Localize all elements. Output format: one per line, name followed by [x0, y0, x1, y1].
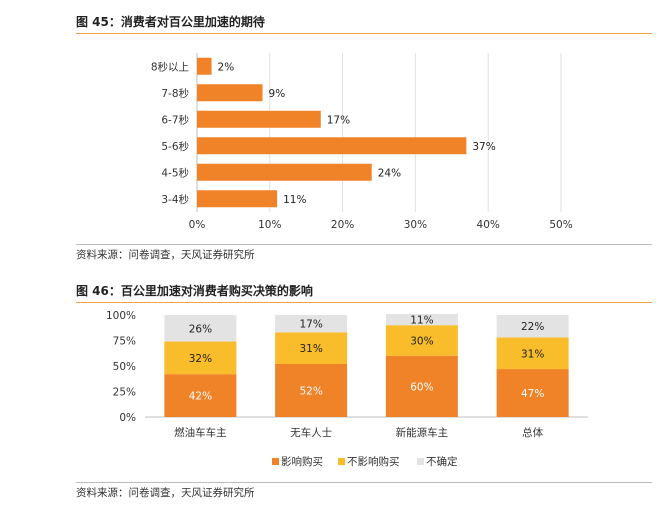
data-label: 47%: [521, 388, 544, 400]
stacked-segment: [275, 332, 348, 364]
data-label: 30%: [410, 336, 433, 348]
figure-46-title: 图 46：百公里加速对消费者购买决策的影响: [76, 284, 313, 298]
data-label: 11%: [410, 315, 433, 327]
bar: [197, 137, 467, 155]
y-tick-label: 100%: [106, 310, 136, 322]
figure-45-source-rule: [76, 244, 652, 245]
legend-label: 不确定: [426, 455, 458, 468]
x-tick-label: 0%: [189, 219, 206, 231]
figure-46-source: 资料来源：问卷调查，天风证券研究所: [76, 487, 255, 499]
data-label: 42%: [189, 391, 212, 403]
stacked-segment: [385, 355, 458, 417]
y-tick-label: 75%: [113, 336, 136, 348]
data-label: 31%: [521, 348, 544, 360]
x-tick-label: 10%: [258, 219, 281, 231]
stacked-segment: [275, 315, 348, 333]
stacked-segment: [164, 374, 237, 417]
x-tick-label: 20%: [331, 219, 354, 231]
y-tick-label: 3-4秒: [161, 193, 189, 206]
data-label: 24%: [378, 167, 401, 179]
data-label: 17%: [299, 319, 322, 331]
stacked-segment: [496, 315, 569, 338]
stacked-segment: [496, 337, 569, 370]
y-tick-label: 5-6秒: [161, 140, 189, 153]
bar: [197, 190, 278, 208]
y-tick-label: 6-7秒: [161, 113, 189, 126]
data-label: 11%: [283, 194, 306, 206]
bar: [197, 84, 263, 102]
bar: [197, 110, 321, 128]
stacked-segment: [275, 363, 348, 417]
stacked-segment: [385, 325, 458, 356]
figure-45-title: 图 45：消费者对百公里加速的期待: [76, 15, 265, 29]
data-label: 22%: [521, 321, 544, 333]
x-tick-label: 50%: [549, 219, 572, 231]
stacked-segment: [385, 313, 458, 326]
stacked-segment: [164, 315, 237, 342]
x-tick-label: 无车人士: [290, 426, 332, 439]
y-tick-label: 25%: [113, 387, 136, 399]
data-label: 2%: [218, 61, 235, 73]
x-tick-label: 新能源车主: [396, 426, 449, 439]
legend-swatch: [272, 458, 279, 465]
legend-swatch: [417, 458, 424, 465]
stacked-segment: [164, 341, 237, 375]
x-tick-label: 燃油车车主: [174, 426, 227, 439]
data-label: 17%: [327, 114, 350, 126]
data-label: 37%: [472, 141, 495, 153]
figure-46-source-rule: [76, 482, 652, 483]
data-label: 60%: [410, 381, 433, 393]
data-label: 31%: [299, 343, 322, 355]
figure-45-source: 资料来源：问卷调查，天风证券研究所: [76, 249, 255, 261]
figure-45-title-rule: [76, 33, 652, 34]
stacked-segment: [496, 369, 569, 417]
x-tick-label: 30%: [404, 219, 427, 231]
y-tick-label: 50%: [113, 361, 136, 373]
data-label: 32%: [189, 353, 212, 365]
data-label: 26%: [189, 323, 212, 335]
data-label: 9%: [269, 88, 286, 100]
bar: [197, 57, 212, 75]
bar: [197, 163, 372, 181]
data-label: 52%: [299, 385, 322, 397]
stacked-bar-chart: 0% 25% 50% 75% 100% 42% 32% 26% 燃油车车主 52% 31% 17% 无车…: [106, 310, 588, 468]
legend-label: 不影响购买: [347, 455, 400, 468]
x-tick-label: 40%: [477, 219, 500, 231]
legend-swatch: [338, 458, 345, 465]
horizontal-bar-chart: 0% 10% 20% 30% 40% 50% 8秒以上 2% 7-8秒 9% 6-7秒 17% 5-6秒…: [151, 53, 573, 231]
y-tick-label: 4-5秒: [161, 166, 189, 179]
figure-46-title-rule: [76, 302, 652, 303]
y-tick-label: 0%: [119, 412, 136, 424]
legend-label: 影响购买: [281, 455, 323, 468]
y-tick-label: 7-8秒: [161, 87, 189, 100]
x-tick-label: 总体: [522, 426, 543, 439]
y-tick-label: 8秒以上: [151, 60, 189, 73]
